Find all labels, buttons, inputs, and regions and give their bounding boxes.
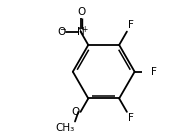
Text: F: F [128, 20, 134, 30]
Text: −: − [60, 25, 66, 34]
Text: O: O [72, 107, 80, 117]
Text: O: O [57, 27, 65, 37]
Text: O: O [77, 7, 85, 17]
Text: F: F [151, 67, 157, 77]
Text: N: N [77, 27, 84, 37]
Text: CH₃: CH₃ [55, 123, 74, 133]
Text: +: + [81, 25, 87, 34]
Text: F: F [128, 113, 134, 123]
